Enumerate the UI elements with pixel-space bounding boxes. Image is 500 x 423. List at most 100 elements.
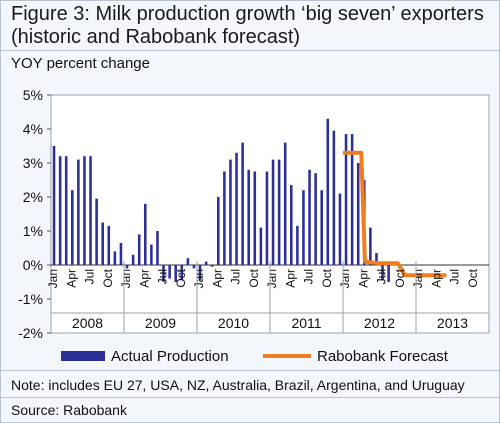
production-bar: [89, 156, 92, 265]
production-bar: [290, 185, 293, 265]
production-bar: [71, 190, 74, 265]
y-tick-label: -2%: [18, 325, 43, 341]
month-tick-label: Oct: [247, 268, 261, 287]
month-tick-label: Jan: [192, 269, 206, 288]
production-bar: [162, 265, 165, 282]
y-tick-label: 3%: [23, 155, 43, 171]
production-bar: [375, 253, 378, 265]
production-bar: [198, 265, 202, 281]
month-tick-label: Apr: [429, 269, 443, 288]
production-bar: [241, 142, 244, 265]
legend-label-forecast: Rabobank Forecast: [317, 348, 449, 365]
production-bar: [229, 159, 232, 265]
production-bar: [174, 265, 177, 282]
title-divider: [1, 50, 499, 51]
month-tick-label: Oct: [174, 268, 188, 287]
month-tick-label: Jan: [265, 269, 279, 288]
production-bar: [186, 258, 190, 265]
production-bar: [156, 231, 159, 265]
month-tick-label: Apr: [283, 269, 297, 288]
production-bar: [180, 265, 184, 281]
production-bar: [247, 169, 250, 265]
chart-area: -2% -1% 0% 1% 2% 3% 4% 5% Jan Apr Jul Oct Jan Apr Jul O…: [18, 87, 490, 365]
y-tick-label: 5%: [23, 87, 43, 103]
production-bar: [277, 159, 281, 265]
production-bar: [283, 142, 287, 265]
production-bar: [356, 163, 360, 265]
production-bar: [223, 171, 226, 265]
month-tick-label: Jan: [338, 269, 352, 288]
production-bar: [192, 265, 196, 269]
production-bar: [52, 146, 56, 265]
production-bar: [381, 265, 384, 281]
year-label: 2009: [145, 315, 176, 331]
figure-title-line-2: (historic and Rabobank forecast): [11, 26, 301, 48]
production-bar: [350, 134, 354, 265]
month-tick-label: Jul: [302, 269, 316, 284]
month-tick-label: Apr: [137, 269, 151, 288]
production-bar: [332, 130, 336, 265]
month-tick-label: Jan: [46, 269, 60, 288]
month-tick-label: Jul: [375, 269, 389, 284]
production-bar: [296, 225, 299, 265]
production-bar: [387, 265, 390, 282]
figure-title-line-1: Figure 3: Milk production growth ‘big se…: [11, 3, 484, 25]
production-bar: [344, 134, 348, 265]
production-bar: [101, 222, 104, 265]
month-tick-label: Oct: [393, 268, 407, 287]
production-bar: [314, 173, 317, 265]
month-tick-label: Apr: [356, 269, 370, 288]
y-tick-label: 1%: [23, 223, 43, 239]
production-bar: [168, 265, 171, 279]
month-tick-label: Oct: [466, 268, 480, 287]
production-bar: [95, 198, 98, 265]
production-bar: [77, 159, 80, 265]
y-tick-label: -1%: [18, 291, 43, 307]
production-bar: [64, 156, 68, 265]
month-tick-label: Jan: [411, 269, 425, 288]
year-label: 2013: [437, 315, 468, 331]
year-label: 2010: [218, 315, 249, 331]
month-tick-label: Jul: [448, 269, 462, 284]
production-bar: [235, 152, 238, 265]
production-bar: [144, 203, 147, 265]
legend-label-production: Actual Production: [111, 348, 229, 365]
note-text: Note: includes EU 27, USA, NZ, Australia…: [11, 377, 465, 393]
production-bar: [131, 254, 135, 265]
month-tick-label: Oct: [320, 268, 334, 287]
production-bar: [125, 265, 129, 269]
y-tick-label: 0%: [23, 257, 43, 273]
figure-title: Figure 3: Milk production growth ‘big se…: [11, 3, 484, 49]
production-bar: [320, 190, 323, 265]
month-tick-label: Apr: [64, 269, 78, 288]
forecast-line: [343, 150, 447, 278]
production-bar: [119, 242, 123, 265]
production-bar: [338, 193, 342, 265]
source-text: Source: Rabobank: [11, 402, 127, 418]
year-label: 2008: [72, 315, 103, 331]
production-bar: [369, 227, 372, 265]
production-bar: [137, 234, 141, 265]
production-bar: [113, 251, 117, 265]
production-bar: [308, 169, 311, 265]
production-bar: [265, 171, 269, 265]
y-axis-label: YOY percent change: [11, 55, 150, 72]
month-tick-label: Oct: [101, 268, 115, 287]
legend-divider: [1, 370, 499, 371]
production-bar: [217, 197, 220, 265]
year-label: 2011: [291, 315, 321, 331]
note-divider: [1, 397, 499, 398]
production-bar: [150, 244, 153, 265]
year-label: 2012: [364, 315, 395, 331]
month-tick-label: Apr: [210, 269, 224, 288]
month-tick-label: Jul: [229, 269, 243, 284]
production-bar: [83, 156, 86, 265]
production-bar: [210, 265, 214, 267]
month-tick-label: Jul: [156, 269, 170, 284]
month-tick-label: Jan: [119, 269, 133, 288]
month-tick-label: Jul: [83, 269, 97, 284]
production-bar: [302, 190, 305, 265]
y-tick-label: 4%: [23, 121, 43, 137]
production-bar: [253, 171, 257, 265]
